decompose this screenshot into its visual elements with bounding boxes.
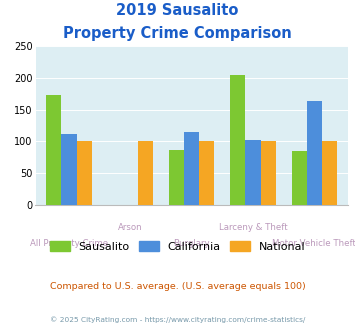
Bar (61, 134, 77, 205)
Text: Motor Vehicle Theft: Motor Vehicle Theft (272, 239, 355, 248)
Bar (77, 141, 92, 205)
Bar (138, 141, 153, 205)
Bar (322, 141, 337, 205)
Text: Larceny & Theft: Larceny & Theft (219, 223, 287, 232)
Bar (307, 101, 322, 205)
Bar (199, 141, 214, 205)
Bar (169, 150, 184, 205)
Bar (46, 95, 61, 205)
Text: 2019 Sausalito: 2019 Sausalito (116, 3, 239, 18)
Text: Burglary: Burglary (173, 239, 210, 248)
Text: © 2025 CityRating.com - https://www.cityrating.com/crime-statistics/: © 2025 CityRating.com - https://www.city… (50, 317, 305, 323)
Legend: Sausalito, California, National: Sausalito, California, National (45, 237, 310, 256)
Text: Property Crime Comparison: Property Crime Comparison (63, 26, 292, 41)
Bar (230, 75, 245, 205)
Bar (291, 151, 307, 205)
Bar (261, 141, 276, 205)
Bar (184, 132, 199, 205)
Bar (245, 140, 261, 205)
Text: Arson: Arson (118, 223, 143, 232)
Text: All Property Crime: All Property Crime (30, 239, 108, 248)
Text: Compared to U.S. average. (U.S. average equals 100): Compared to U.S. average. (U.S. average … (50, 282, 305, 291)
